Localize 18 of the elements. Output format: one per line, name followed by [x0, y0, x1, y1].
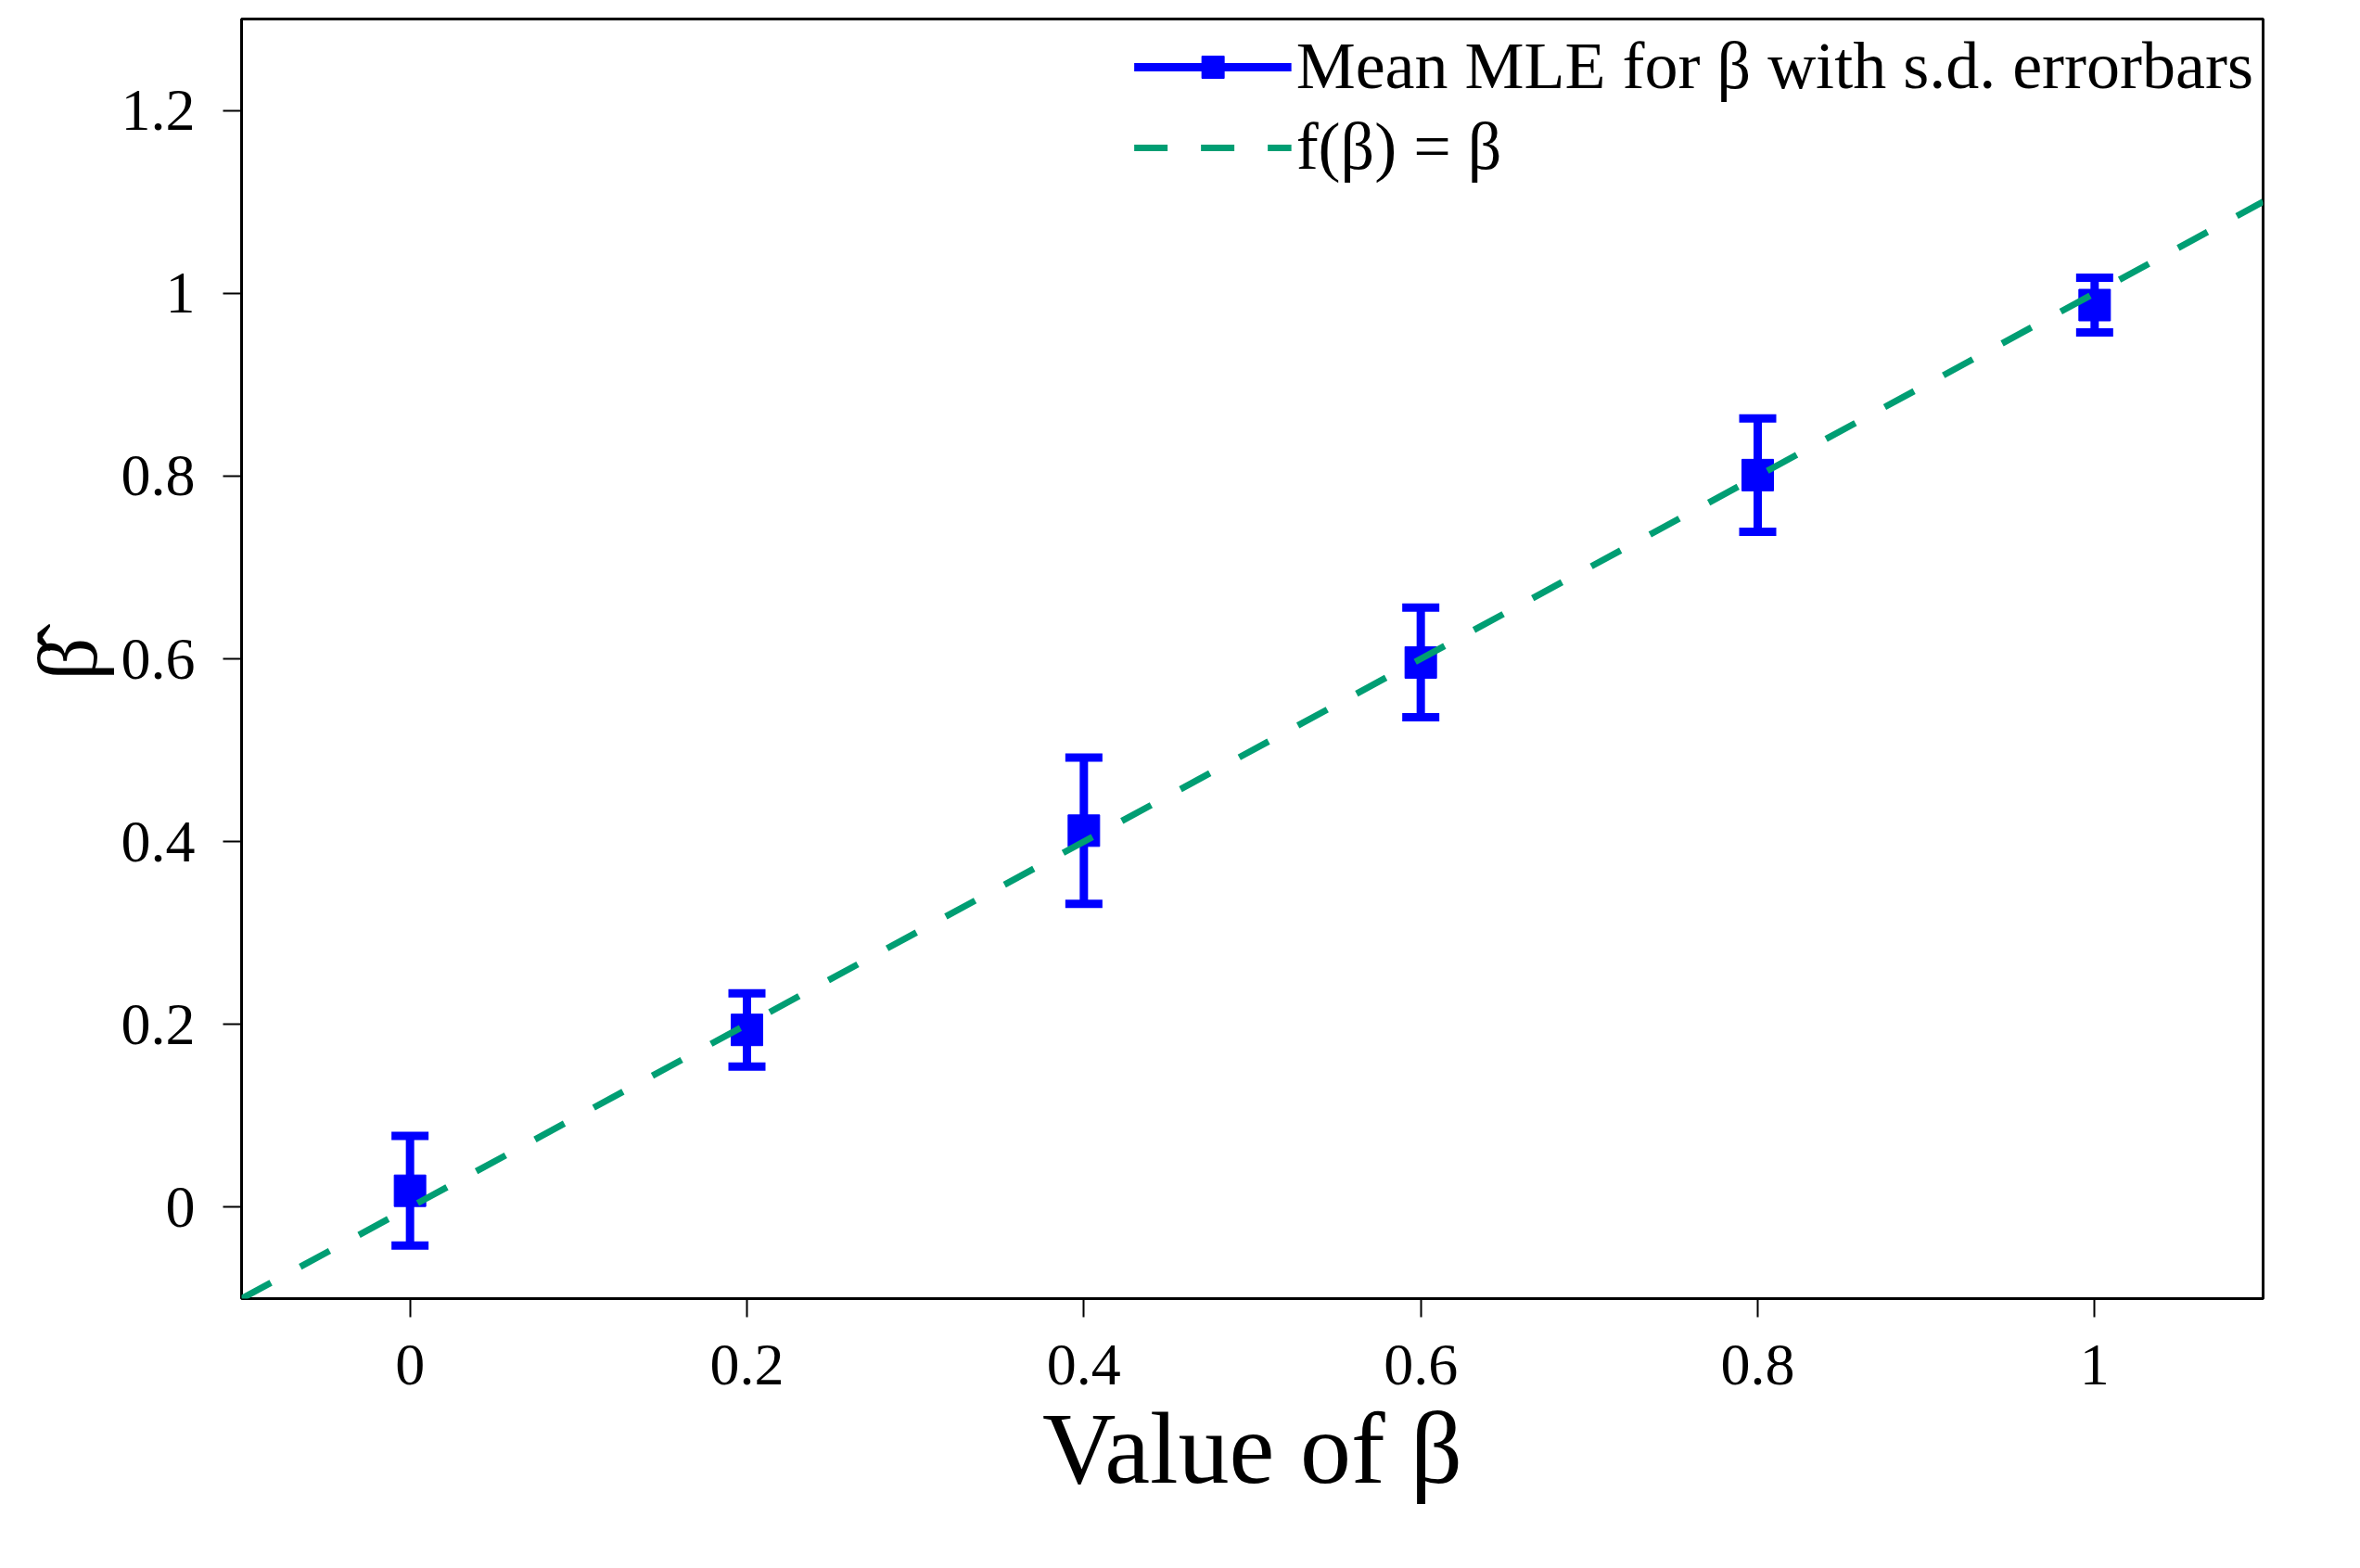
y-tick-label: 0.8 — [121, 442, 196, 509]
y-tick-label: 0.4 — [121, 808, 196, 874]
point — [1741, 458, 1774, 491]
x-tick-label: 0 — [395, 1331, 426, 1397]
y-tick-label: 0 — [165, 1173, 196, 1240]
point — [393, 1174, 427, 1207]
y-tick-label: 0.2 — [121, 990, 196, 1057]
legend-label: Mean MLE for β with s.d. errorbars — [1295, 28, 2253, 105]
x-tick-label: 0.8 — [1720, 1331, 1795, 1397]
y-tick-label: 1.2 — [121, 77, 196, 144]
y-axis-title: β̂ — [21, 623, 114, 681]
point — [2078, 288, 2111, 322]
x-tick-label: 1 — [2079, 1331, 2110, 1397]
point — [731, 1013, 763, 1047]
legend-label: f(β) = β — [1295, 108, 1502, 185]
y-tick-label: 0.6 — [121, 625, 196, 692]
y-tick-label: 1 — [165, 260, 196, 326]
x-tick-label: 0.2 — [709, 1331, 785, 1397]
